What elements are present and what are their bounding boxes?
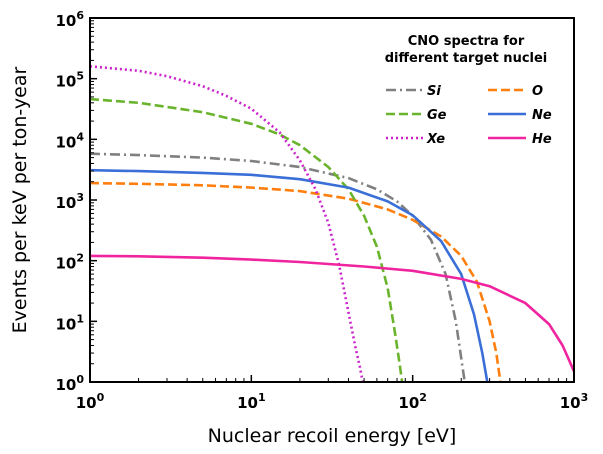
- y-tick-label: 100: [55, 373, 84, 394]
- x-axis-label: Nuclear recoil energy [eV]: [208, 425, 457, 447]
- plot-frame: [89, 17, 575, 383]
- y-axis-label: Events per keV per ton-year: [9, 66, 31, 333]
- y-tick-label: 102: [55, 252, 84, 273]
- legend-label-ge: Ge: [427, 108, 447, 123]
- legend-label-xe: Xe: [426, 132, 445, 147]
- x-tick-label: 103: [560, 391, 589, 412]
- legend: CNO spectra for different target nuclei …: [385, 34, 552, 147]
- y-tick-label: 105: [55, 70, 84, 91]
- ticks-layer: 100 101 102 103 100 101 102 103 104 105 106: [55, 9, 588, 412]
- series-layer: [90, 65, 574, 382]
- series-line-si: [90, 152, 466, 382]
- legend-label-o: O: [532, 84, 543, 99]
- x-tick-label: 100: [76, 391, 105, 412]
- series-line-xe: [90, 65, 364, 382]
- legend-title-line2: different target nuclei: [385, 51, 548, 66]
- legend-label-ne: Ne: [532, 108, 552, 123]
- legend-title-line1: CNO spectra for: [408, 34, 525, 49]
- series-line-o: [90, 181, 502, 382]
- legend-entries: Si O Ge Ne Xe He: [386, 84, 552, 147]
- legend-label-si: Si: [427, 84, 441, 99]
- x-tick-label: 101: [237, 391, 266, 412]
- series-line-ge: [90, 97, 404, 382]
- y-tick-label: 106: [55, 9, 84, 30]
- series-line-ne: [90, 168, 489, 382]
- legend-label-he: He: [532, 132, 552, 147]
- y-tick-label: 101: [55, 312, 84, 333]
- y-tick-label: 104: [55, 130, 84, 151]
- x-tick-label: 102: [398, 391, 427, 412]
- plot-area: 100 101 102 103 100 101 102 103 104 105 106: [55, 9, 588, 412]
- y-tick-label: 103: [55, 191, 84, 212]
- series-line-he: [90, 254, 574, 372]
